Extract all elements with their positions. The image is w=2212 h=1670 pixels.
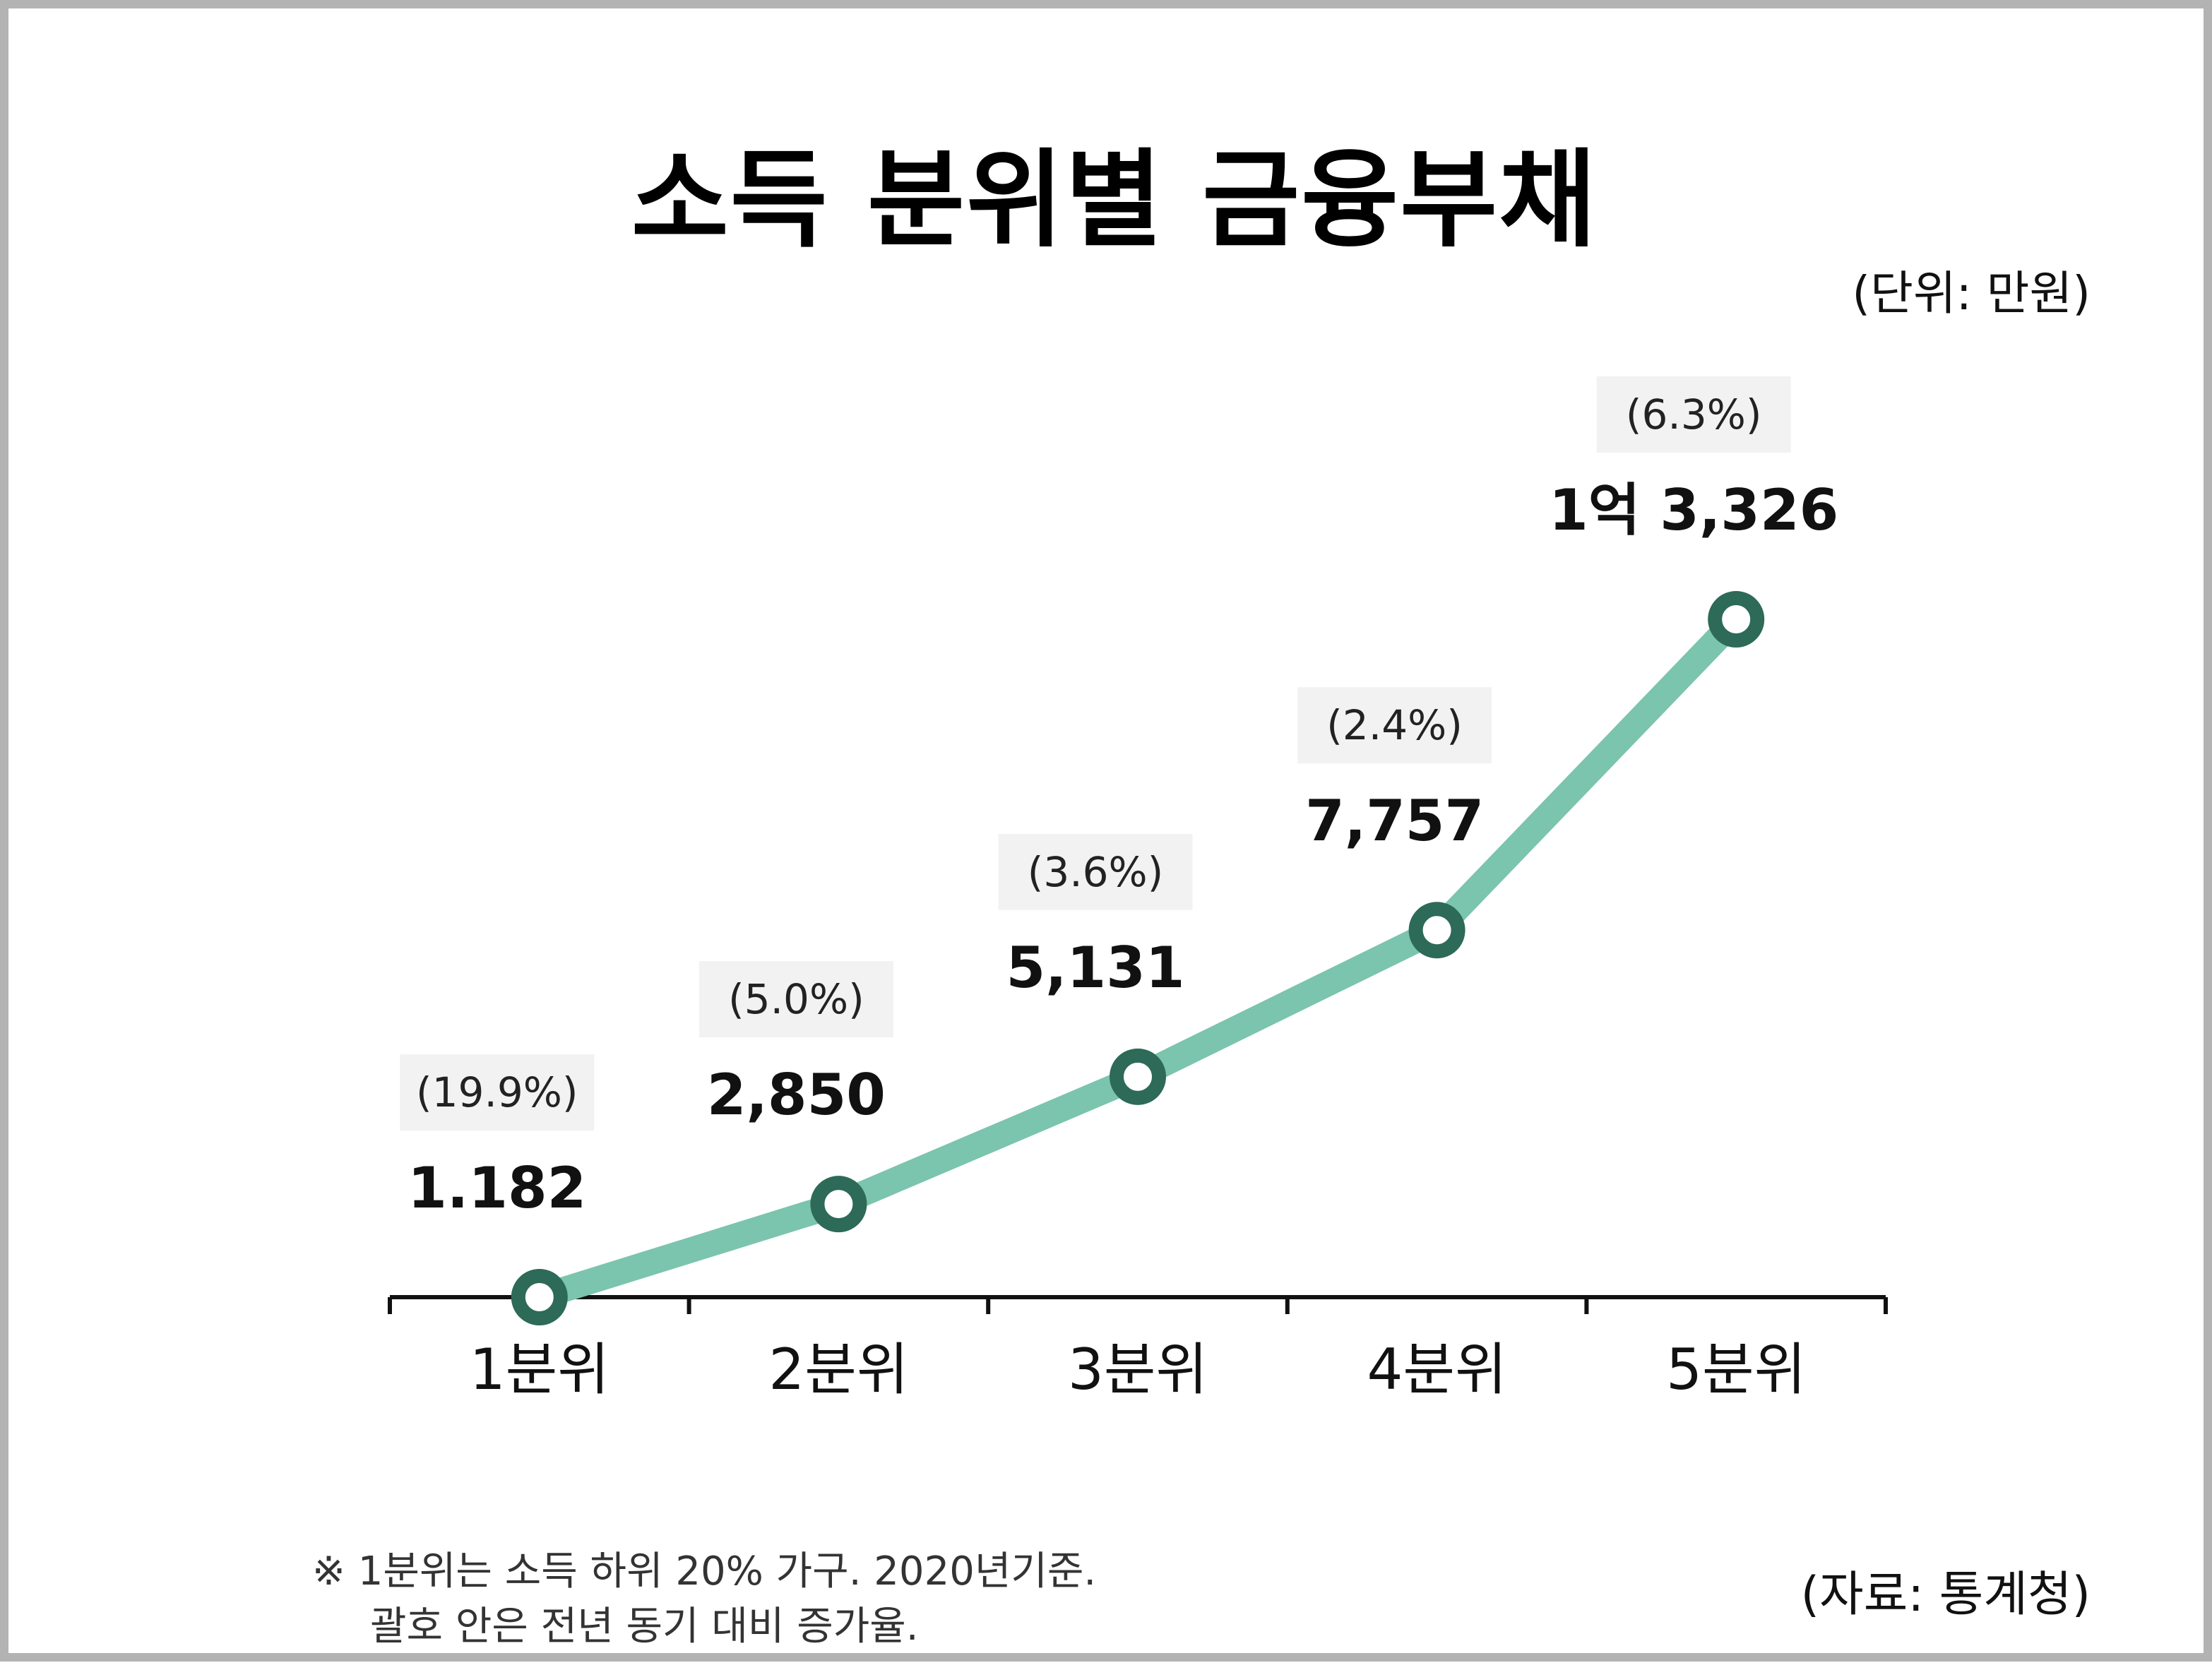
- x-tick-label: 4분위: [1367, 1337, 1507, 1402]
- change-badge: [1297, 687, 1492, 764]
- x-tick-label: 3분위: [1068, 1337, 1208, 1402]
- footnote-line-1: ※ 1분위는 소득 하위 20% 가구. 2020년기준.: [312, 1549, 1097, 1594]
- data-point: [810, 1176, 867, 1233]
- change-badge: [1596, 376, 1791, 453]
- value-label: 2,850: [707, 1062, 886, 1128]
- change-label: (6.3%): [1626, 390, 1762, 439]
- x-tick-label: 2분위: [768, 1337, 908, 1402]
- value-label: 7,757: [1305, 788, 1484, 854]
- x-axis: 1분위 2분위 3분위 4분위 5분위: [388, 1295, 1888, 1402]
- change-label: (3.6%): [1028, 848, 1164, 896]
- change-badge: [998, 833, 1193, 910]
- data-label-layer: (19.9%) 1.182 (5.0%) 2,850 (3.6%) 5,131 (2.4%)…: [400, 376, 1838, 1221]
- data-point: [1708, 591, 1765, 648]
- value-label: 1억 3,326: [1549, 477, 1838, 543]
- footnote: ※ 1분위는 소득 하위 20% 가구. 2020년기준. 괄호 안은 전년 동…: [312, 1544, 1096, 1654]
- change-badge: [400, 1054, 595, 1131]
- value-label: 1.182: [408, 1155, 586, 1221]
- x-tick-label: 5분위: [1666, 1337, 1806, 1402]
- change-label: (5.0%): [728, 975, 864, 1023]
- change-badge: [698, 961, 893, 1038]
- chart-title: 소득 분위별 금융부채: [631, 139, 1598, 262]
- data-point: [1110, 1048, 1166, 1105]
- data-point-layer: [511, 591, 1765, 1325]
- value-label: 5,131: [1006, 935, 1184, 1001]
- source-label: (자료: 통계청): [1800, 1567, 2091, 1623]
- change-label: (19.9%): [416, 1068, 578, 1116]
- line-chart: 1분위 2분위 3분위 4분위 5분위 (19.9%)1.182(5.0%)2,850(…: [388, 376, 1888, 1402]
- unit-label: (단위: 만원): [1852, 266, 2091, 321]
- change-label: (2.4%): [1326, 701, 1463, 749]
- footnote-line-2: 괄호 안은 전년 동기 대비 증가율.: [370, 1604, 919, 1650]
- data-point: [1408, 902, 1465, 959]
- data-point: [511, 1269, 568, 1325]
- x-tick-label: 1분위: [470, 1337, 610, 1402]
